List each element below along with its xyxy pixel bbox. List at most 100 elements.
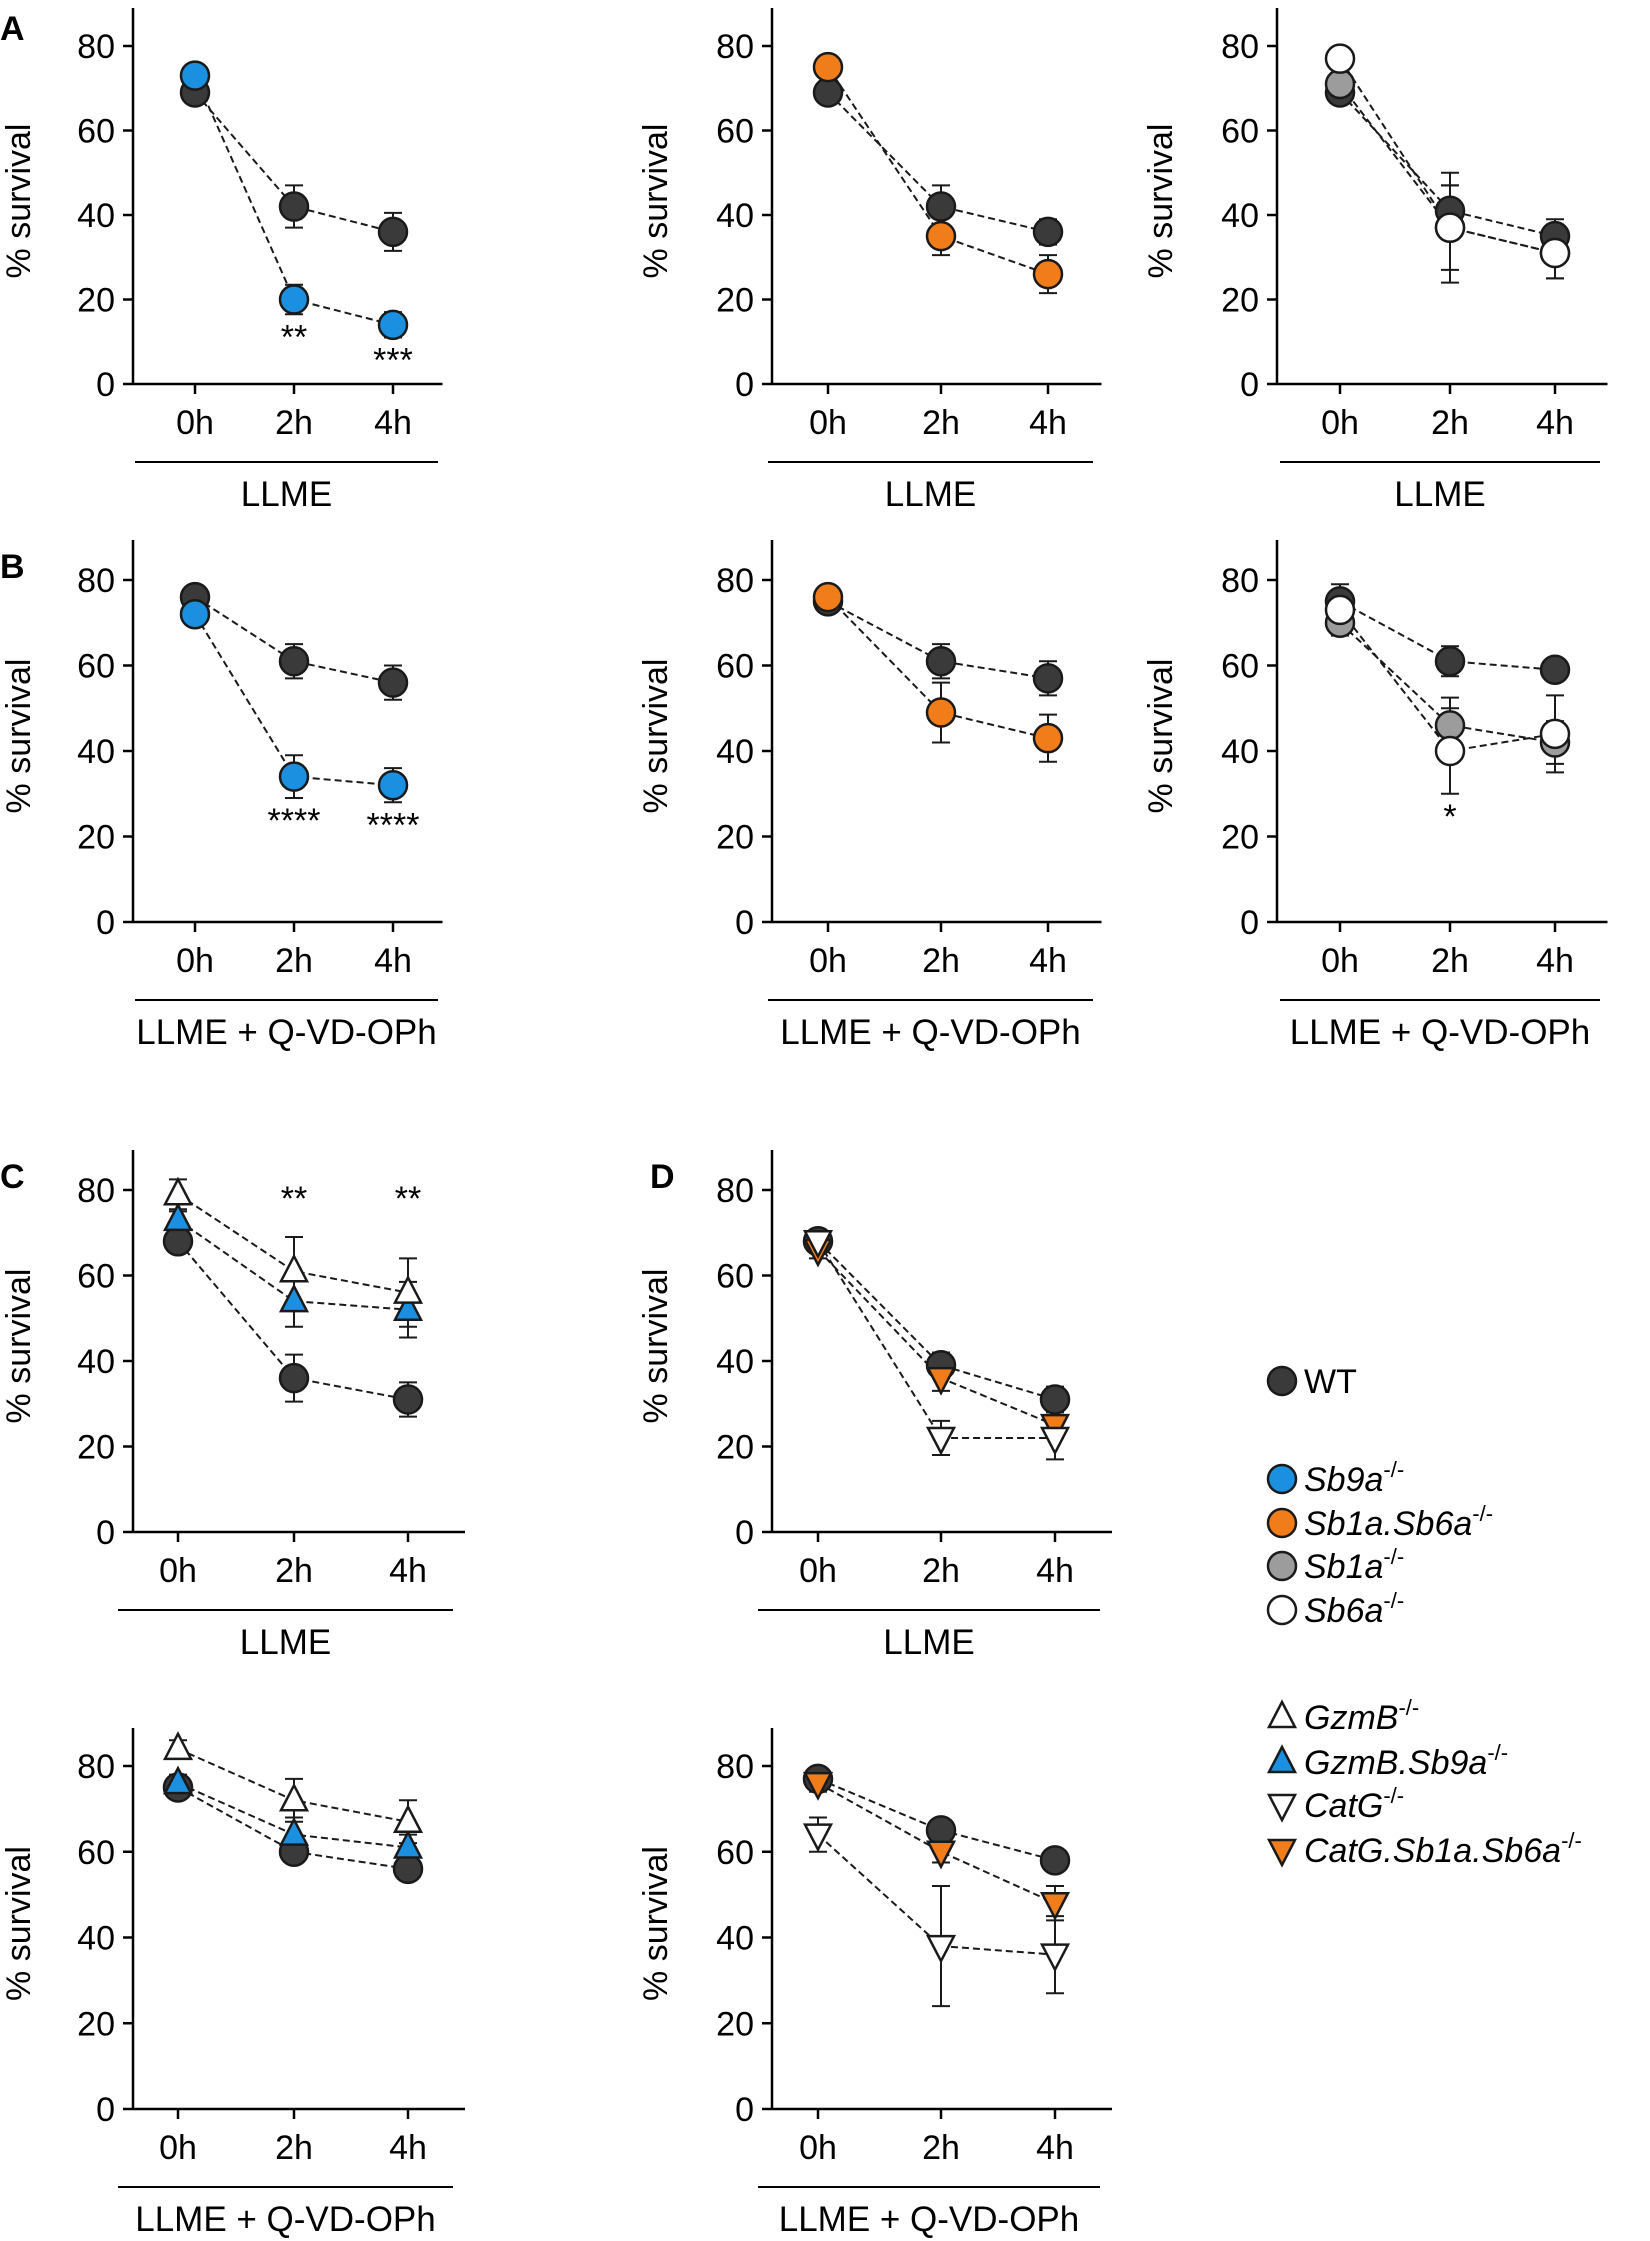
y-tick-label: 60 xyxy=(1221,648,1259,686)
series-sb1a-sb6a- xyxy=(819,61,1057,295)
data-point xyxy=(392,1384,424,1415)
legend-item-sb1a6a: Sb1a.Sb6a-/- xyxy=(1266,1501,1493,1543)
significance-marker: ** xyxy=(281,318,307,356)
chart-panel-d1: 0 20 40 60 80 0h 2h 4h LLME % survival D xyxy=(637,1150,1112,1662)
data-point xyxy=(1434,212,1466,243)
x-tick-label: 4h xyxy=(1029,942,1067,980)
data-point xyxy=(1032,722,1064,754)
data-point xyxy=(377,667,409,698)
y-tick-label: 20 xyxy=(716,819,754,857)
legend-label: CatG-/- xyxy=(1304,1783,1404,1825)
y-tick-label: 40 xyxy=(716,733,754,771)
y-tick-label: 40 xyxy=(1221,197,1259,235)
y-tick-label: 40 xyxy=(77,1920,115,1958)
legend-label: GzmB-/- xyxy=(1304,1695,1419,1737)
data-point xyxy=(278,191,310,222)
x-axis-label: LLME xyxy=(241,475,332,514)
panel-letter: B xyxy=(0,548,25,586)
data-point xyxy=(925,1934,957,1964)
y-tick-label: 60 xyxy=(77,1834,115,1872)
data-point xyxy=(1434,735,1466,767)
legend-marker xyxy=(1266,1744,1298,1774)
y-tick-label: 80 xyxy=(77,1748,115,1786)
y-tick-label: 60 xyxy=(716,648,754,686)
y-tick-label: 20 xyxy=(1221,819,1259,857)
legend-label: WT xyxy=(1304,1363,1357,1401)
legend-label: CatG.Sb1a.Sb6a-/- xyxy=(1304,1828,1582,1870)
data-point xyxy=(392,1291,424,1321)
significance-marker: *** xyxy=(373,342,413,380)
y-tick-label: 80 xyxy=(716,1748,754,1786)
data-point xyxy=(377,769,409,801)
y-axis-label: % survival xyxy=(637,124,675,279)
legend-item-catg: CatG-/- xyxy=(1266,1783,1404,1825)
data-point xyxy=(377,309,409,341)
data-point xyxy=(392,1274,424,1304)
x-tick-label: 2h xyxy=(922,942,960,980)
y-tick-label: 0 xyxy=(735,366,754,404)
data-point xyxy=(162,1226,194,1257)
legend-label: Sb9a-/- xyxy=(1304,1457,1404,1499)
data-point xyxy=(278,1782,310,1812)
y-tick-label: 80 xyxy=(1221,562,1259,600)
legend-marker xyxy=(1266,1365,1298,1397)
data-point xyxy=(278,1253,310,1283)
y-tick-label: 60 xyxy=(716,1258,754,1296)
data-point xyxy=(162,1731,194,1761)
legend-item-sb9a: Sb9a-/- xyxy=(1266,1457,1404,1499)
y-axis-label: % survival xyxy=(0,124,38,279)
y-axis-label: % survival xyxy=(637,1269,675,1424)
data-point xyxy=(278,284,310,315)
legend: WT Sb9a-/-Sb1a.Sb6a-/-Sb1a-/-Sb6a-/- GzmB-… xyxy=(1266,1363,1582,1870)
y-axis-label: % survival xyxy=(1142,124,1180,279)
x-tick-label: 4h xyxy=(374,404,412,442)
data-point xyxy=(812,77,844,108)
x-tick-label: 2h xyxy=(1431,404,1469,442)
series-line xyxy=(177,1193,409,1294)
data-point xyxy=(377,216,409,248)
y-tick-label: 60 xyxy=(77,1258,115,1296)
data-point xyxy=(1032,258,1064,290)
data-point xyxy=(925,697,957,728)
legend-label: GzmB.Sb9a-/- xyxy=(1304,1740,1508,1782)
x-tick-label: 0h xyxy=(1321,404,1359,442)
data-point xyxy=(925,1366,957,1396)
legend-item-catgsb: CatG.Sb1a.Sb6a-/- xyxy=(1266,1828,1582,1870)
data-point xyxy=(1539,654,1571,686)
chart-panel-a2: 0 20 40 60 80 0h 2h 4h LLME % survival xyxy=(637,8,1102,514)
x-tick-label: 0h xyxy=(1321,942,1359,980)
data-point xyxy=(392,1853,424,1885)
y-tick-label: 20 xyxy=(716,1429,754,1467)
data-point xyxy=(1324,43,1356,74)
chart-panel-c2: 0 20 40 60 80 0h 2h 4h LLME + Q-VD-OPh % survival xyxy=(0,1728,465,2239)
data-point xyxy=(278,1816,310,1846)
x-tick-label: 4h xyxy=(1036,1552,1074,1590)
data-point xyxy=(278,761,310,792)
legend-item-sb1a: Sb1a-/- xyxy=(1266,1544,1404,1586)
x-axis-label: LLME xyxy=(883,1623,974,1662)
y-axis-label: % survival xyxy=(1142,659,1180,814)
y-tick-label: 40 xyxy=(77,197,115,235)
x-tick-label: 2h xyxy=(1431,942,1469,980)
data-point xyxy=(802,1771,834,1801)
x-tick-label: 4h xyxy=(1029,404,1067,442)
data-point xyxy=(392,1804,424,1833)
x-tick-label: 4h xyxy=(1536,404,1574,442)
significance-marker: **** xyxy=(367,806,420,844)
y-tick-label: 80 xyxy=(77,1172,115,1210)
series-wt xyxy=(819,593,1057,697)
data-point xyxy=(925,645,957,677)
y-axis-label: % survival xyxy=(0,1846,38,2001)
data-point xyxy=(802,1230,834,1260)
data-point xyxy=(179,60,211,91)
data-point xyxy=(278,645,310,677)
legend-marker xyxy=(1266,1793,1298,1823)
x-tick-label: 2h xyxy=(275,2129,313,2167)
y-tick-label: 80 xyxy=(716,562,754,600)
x-tick-label: 0h xyxy=(799,1552,837,1590)
y-tick-label: 60 xyxy=(77,113,115,151)
x-axis-label: LLME xyxy=(885,475,976,514)
data-point xyxy=(925,1426,957,1456)
legend-label: Sb1a-/- xyxy=(1304,1544,1404,1586)
panel-letter: D xyxy=(650,1158,675,1196)
